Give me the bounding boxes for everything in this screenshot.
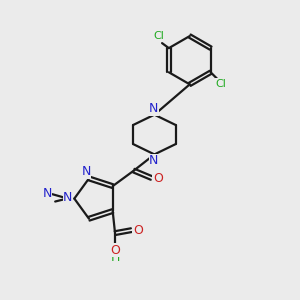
Text: O: O [110,244,120,257]
Text: H: H [110,251,120,264]
Text: O: O [153,172,163,185]
Text: N: N [149,102,158,115]
Text: N: N [42,187,52,200]
Text: O: O [133,224,142,237]
Text: N: N [149,154,158,167]
Text: N: N [63,190,73,204]
Text: Cl: Cl [216,79,227,89]
Text: Cl: Cl [154,31,165,41]
Text: N: N [81,165,91,178]
